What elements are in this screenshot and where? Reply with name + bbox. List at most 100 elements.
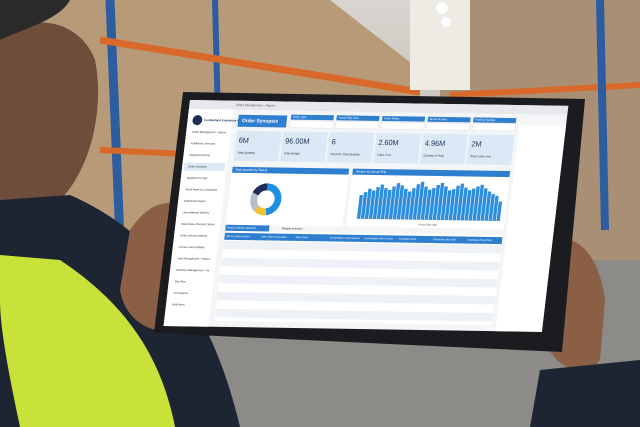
kpi-label: Total Cubic Feet — [470, 154, 492, 158]
volume-bar — [440, 186, 448, 221]
table-row — [223, 240, 502, 254]
slicer-label: Order Type — [293, 115, 307, 119]
table-header: Order Name Description — [261, 235, 288, 238]
volume-bar — [412, 184, 421, 220]
multi-label: Multiple selection — [282, 226, 304, 230]
table-row — [221, 257, 500, 271]
tablet-screen: Order Management - Report Cumberland Ente… — [163, 100, 569, 332]
volume-bar — [388, 186, 396, 220]
donut-segment — [250, 192, 260, 211]
volume-bar — [472, 186, 480, 221]
table-head — [224, 232, 503, 245]
slicer-head — [427, 116, 471, 123]
volume-bar — [480, 188, 488, 221]
volume-bar — [476, 184, 485, 221]
volume-bar — [384, 189, 392, 220]
table-row — [220, 266, 499, 280]
slicer-label: Profit by Number — [475, 118, 496, 122]
kpi-card — [233, 130, 282, 162]
title-box — [237, 114, 288, 128]
brand: Cumberland Enterprise Analytics — [204, 118, 250, 123]
table-header: Bill of Lading Number — [226, 235, 250, 238]
nav-item: Distributed Orders — [184, 199, 207, 203]
table-header: Complete Name — [399, 238, 417, 241]
nav-item: Inventory Management - Re — [176, 268, 210, 273]
slicer-box — [289, 120, 334, 129]
table-row — [215, 308, 494, 322]
nav-item: Fulfillment Overview — [191, 141, 216, 145]
slicer-label: Brand Number — [430, 117, 448, 121]
nav-active — [183, 162, 226, 172]
kpi-label: Total Weight — [284, 151, 301, 155]
kpi-value: 4.96M — [424, 139, 445, 148]
kpi-value: 2.60M — [378, 138, 399, 147]
kpi-card — [466, 134, 515, 166]
nav-item: Order Management - Report — [192, 130, 227, 135]
kpi-card — [279, 131, 329, 163]
kpi-label: Quantity to Ship — [423, 153, 444, 157]
slicer-head — [336, 115, 380, 121]
donut-title: Total quantity by Status — [235, 168, 268, 173]
kpi-card — [326, 132, 375, 163]
nav-item: Stock Alerts by Completed — [185, 187, 218, 192]
donut-segment — [252, 183, 268, 196]
slicer-box — [335, 121, 380, 130]
volume-bar — [488, 194, 495, 221]
nav-item: Order Synopsis — [188, 164, 208, 168]
kpi-value: 6M — [238, 136, 249, 145]
panel-head — [232, 166, 350, 175]
volume-bar — [396, 185, 405, 220]
volume-bar — [460, 187, 468, 221]
nav-item: Lot Analysis — [173, 291, 188, 295]
table-header: State Name — [295, 236, 309, 239]
panel-head — [352, 168, 511, 178]
donut-segment — [265, 183, 282, 216]
kpi-label: Total Quantity — [237, 151, 256, 155]
volume-bar — [420, 186, 428, 220]
tab-label: Order Management - Report — [236, 103, 275, 108]
slicer-head — [290, 114, 334, 121]
volume-bar — [496, 201, 503, 222]
volume-bar — [416, 181, 425, 220]
volume-bar — [372, 187, 380, 220]
reset-label: Reset Column selection — [227, 226, 256, 230]
slicer-box — [426, 122, 471, 131]
volume-bar — [452, 185, 460, 221]
volume-bar — [364, 188, 372, 219]
volume-bar — [444, 190, 452, 221]
volume-bar — [468, 188, 476, 221]
volume-bar — [424, 189, 432, 220]
table-row — [219, 274, 498, 288]
volume-x-label: Actual Ship Date — [418, 222, 438, 226]
table-header: Consolidation Load Number — [330, 237, 361, 241]
slicer-head — [381, 116, 426, 122]
volume-bar — [432, 184, 441, 221]
volume-bar — [408, 188, 416, 220]
slicer-box — [380, 121, 425, 130]
kpi-value: 2M — [471, 139, 482, 148]
table-row — [217, 291, 496, 305]
nav-item: Sale Management - Report — [177, 256, 210, 261]
donut-segment — [253, 205, 266, 216]
volume-bar — [484, 191, 492, 221]
volume-bar — [404, 191, 412, 220]
volume-bar — [456, 183, 465, 221]
volume-bar — [376, 184, 385, 220]
slicer-label: Order Status — [384, 116, 400, 120]
top-bar — [188, 100, 569, 115]
donut-panel — [225, 166, 350, 227]
slicer-box — [471, 123, 516, 132]
volume-bar — [436, 182, 445, 221]
nav-item: Shipment Activity — [189, 153, 211, 157]
slicer-head — [473, 117, 517, 124]
volume-bar — [464, 190, 472, 221]
volume-bar — [400, 188, 408, 220]
table-row — [216, 300, 495, 314]
table-header: Consolidation Slot Number — [364, 237, 393, 240]
logo — [192, 115, 203, 126]
volume-bar — [360, 192, 368, 219]
nav-item: Site Plan — [174, 279, 186, 283]
volume-bar — [392, 183, 401, 220]
volume-title: Volume by Actual Ship — [355, 169, 387, 174]
nav-item: Risk Alerts — [172, 302, 186, 306]
